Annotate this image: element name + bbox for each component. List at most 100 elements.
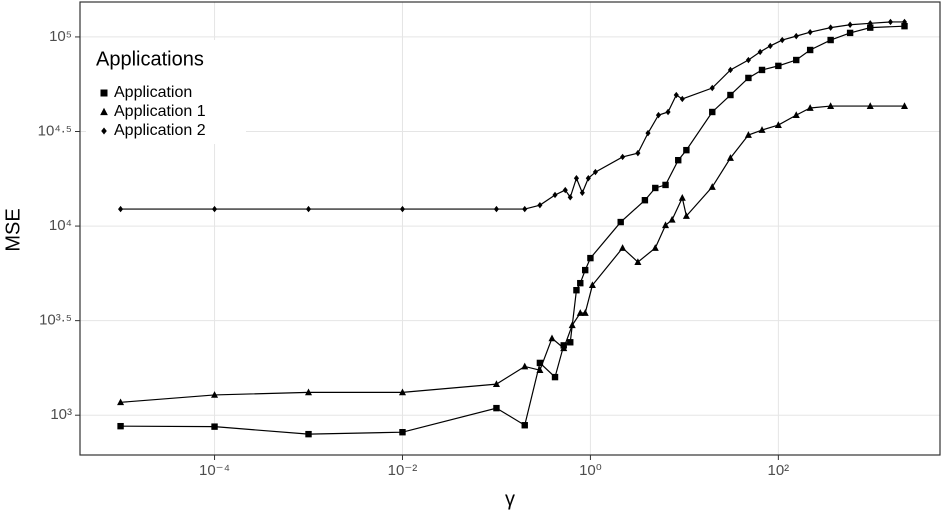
point bbox=[587, 254, 594, 262]
point bbox=[582, 266, 589, 274]
point bbox=[592, 168, 598, 176]
point bbox=[673, 91, 679, 99]
point bbox=[828, 24, 834, 31]
point bbox=[744, 131, 752, 138]
point bbox=[641, 197, 649, 204]
point bbox=[866, 102, 874, 109]
point bbox=[757, 48, 763, 56]
point bbox=[779, 36, 785, 44]
point bbox=[617, 218, 624, 226]
point bbox=[493, 404, 500, 412]
point bbox=[767, 42, 773, 50]
x-tick-label: 10⁻⁴ bbox=[199, 462, 230, 479]
point bbox=[867, 20, 873, 27]
point bbox=[806, 46, 814, 54]
point bbox=[211, 423, 218, 430]
point bbox=[675, 156, 682, 164]
point bbox=[827, 102, 835, 109]
point bbox=[758, 126, 766, 133]
legend-marker bbox=[101, 127, 107, 135]
y-tick-label: 10⁴ bbox=[49, 217, 72, 234]
y-tick-label: 10³·⁵ bbox=[39, 312, 72, 329]
point bbox=[118, 205, 124, 213]
point bbox=[581, 309, 589, 316]
point bbox=[758, 66, 766, 74]
point bbox=[117, 422, 124, 430]
point bbox=[579, 189, 585, 196]
point bbox=[576, 309, 584, 316]
point bbox=[806, 104, 814, 111]
point bbox=[521, 362, 529, 370]
legend-label: Application 2 bbox=[114, 122, 206, 139]
point bbox=[807, 28, 813, 36]
point bbox=[683, 146, 690, 154]
point bbox=[585, 175, 591, 182]
point bbox=[678, 194, 686, 201]
legend-marker bbox=[100, 89, 108, 97]
point bbox=[521, 422, 528, 429]
y-tick-label: 10⁵ bbox=[49, 28, 72, 45]
point bbox=[708, 183, 716, 190]
point bbox=[573, 175, 580, 182]
point bbox=[900, 102, 909, 109]
point bbox=[827, 36, 834, 44]
point bbox=[651, 244, 659, 251]
x-tick-label: 10² bbox=[768, 462, 790, 479]
point bbox=[709, 108, 716, 116]
point bbox=[573, 287, 580, 294]
point bbox=[645, 129, 651, 137]
point bbox=[635, 149, 641, 157]
point bbox=[847, 21, 853, 28]
point bbox=[867, 24, 874, 31]
point bbox=[548, 334, 556, 342]
legend-box bbox=[86, 40, 246, 144]
point bbox=[709, 84, 715, 92]
point bbox=[304, 388, 313, 396]
point bbox=[399, 429, 406, 436]
point bbox=[745, 74, 752, 82]
y-tick-label: 10³ bbox=[50, 406, 72, 423]
point bbox=[679, 95, 685, 103]
point bbox=[634, 258, 642, 265]
point bbox=[726, 154, 734, 161]
point bbox=[887, 18, 894, 26]
point bbox=[536, 366, 544, 374]
point bbox=[792, 111, 800, 119]
point bbox=[560, 344, 568, 352]
y-axis-title: MSE bbox=[2, 208, 24, 251]
point bbox=[577, 279, 584, 287]
point bbox=[901, 22, 908, 30]
point bbox=[305, 430, 312, 438]
point bbox=[774, 121, 782, 128]
point bbox=[901, 18, 908, 26]
point bbox=[793, 56, 800, 64]
point bbox=[562, 186, 568, 194]
legend-title: Applications bbox=[96, 48, 204, 70]
point bbox=[665, 108, 671, 116]
point bbox=[552, 191, 558, 199]
point bbox=[568, 321, 576, 329]
point bbox=[492, 380, 500, 387]
x-tick-label: 10⁰ bbox=[579, 462, 602, 479]
y-tick-label: 10⁴·⁵ bbox=[38, 122, 72, 139]
point bbox=[211, 205, 218, 213]
x-tick-label: 10⁻² bbox=[388, 462, 418, 479]
point bbox=[662, 221, 670, 229]
point bbox=[305, 205, 312, 213]
point bbox=[745, 56, 751, 64]
plot-area bbox=[117, 18, 909, 438]
point bbox=[522, 205, 528, 213]
point bbox=[117, 398, 125, 406]
point bbox=[536, 359, 544, 367]
point bbox=[727, 66, 733, 74]
legend: Applications Application Application 1 App… bbox=[86, 40, 246, 144]
point bbox=[793, 32, 799, 40]
point bbox=[655, 111, 662, 119]
point bbox=[652, 184, 659, 192]
point bbox=[211, 391, 219, 398]
point bbox=[727, 91, 734, 99]
point bbox=[551, 373, 559, 381]
legend-marker bbox=[100, 107, 108, 116]
point bbox=[567, 194, 573, 201]
